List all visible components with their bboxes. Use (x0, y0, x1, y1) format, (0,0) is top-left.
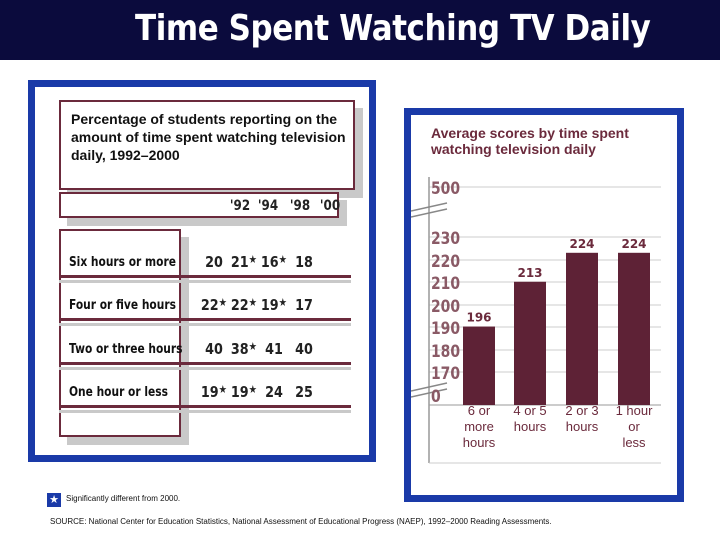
table-caption: Percentage of students reporting on the … (71, 111, 346, 163)
y-tick-label: 210 (431, 274, 460, 294)
row-divider (59, 275, 351, 278)
star-icon: ★ (47, 493, 61, 507)
x-tick-label: hours (463, 435, 496, 450)
cell-value: 19★ (230, 383, 258, 401)
cell-value: 19★ (200, 383, 228, 401)
axis-break-mark (411, 382, 448, 392)
year-header-box: '92 '94 '98 '00 (59, 192, 340, 218)
significance-star-icon: ★ (248, 383, 258, 396)
year-label: '00 (319, 198, 341, 214)
cell-value: 19★ (260, 296, 288, 314)
cell-value: 22★ (230, 296, 258, 314)
row-label: Six hours or more (69, 255, 176, 270)
year-label: '94 (257, 198, 279, 214)
cell-value: 25 (295, 383, 313, 401)
year-label: '92 (229, 198, 251, 214)
significance-star-icon: ★ (218, 296, 228, 309)
row-divider (59, 405, 351, 408)
cell-value: 17 (295, 296, 313, 314)
data-label: 196 (466, 311, 491, 325)
axis-break-mark (411, 208, 448, 218)
y-tick-label: 0 (431, 387, 441, 407)
cell-value: 22★ (200, 296, 228, 314)
year-label: '98 (289, 198, 311, 214)
x-tick-label: 2 or 3 (565, 403, 598, 418)
x-tick-label: more (464, 419, 494, 434)
cell-value: 41 (265, 340, 283, 358)
cell-value: 40 (205, 340, 223, 358)
cell-value: 21★ (230, 253, 258, 271)
axis-break-mark (411, 202, 448, 212)
cell-value: 18 (295, 253, 313, 271)
axis-break-mark (411, 388, 448, 398)
legend-text: Significantly different from 2000. (66, 494, 181, 503)
row-label-column (59, 229, 181, 437)
row-label: One hour or less (69, 385, 168, 400)
row-divider (59, 362, 351, 365)
x-tick-label: 1 hour (616, 403, 654, 418)
row-divider (59, 318, 351, 321)
table-panel: Percentage of students reporting on the … (28, 80, 376, 462)
data-label: 213 (517, 266, 542, 280)
bar (618, 252, 650, 405)
data-label: 224 (621, 237, 646, 251)
x-tick-label: less (622, 435, 646, 450)
x-tick-label: 6 or (468, 403, 491, 418)
significance-star-icon: ★ (248, 340, 258, 353)
x-tick-label: or (628, 419, 640, 434)
cell-value: 40 (295, 340, 313, 358)
page-title: Time Spent Watching TV Daily (135, 8, 651, 49)
bar (463, 326, 495, 405)
y-tick-label: 500 (431, 179, 460, 199)
cell-value: 16★ (260, 253, 288, 271)
significance-star-icon: ★ (278, 253, 288, 266)
significance-star-icon: ★ (248, 253, 258, 266)
bar (566, 252, 598, 405)
cell-value: 20 (205, 253, 223, 271)
bar (514, 281, 546, 405)
x-tick-label: hours (566, 419, 599, 434)
chart-title: Average scores by time spent watching te… (431, 125, 629, 157)
cell-value: 38★ (230, 340, 258, 358)
cell-value: 24 (265, 383, 283, 401)
source-text: SOURCE: National Center for Education St… (50, 517, 552, 526)
significance-star-icon: ★ (218, 383, 228, 396)
chart-panel-inner: Average scores by time spent watching te… (411, 115, 677, 495)
title-bar: Time Spent Watching TV Daily (0, 0, 720, 60)
row-label: Four or five hours (69, 298, 176, 313)
y-tick-label: 220 (431, 252, 460, 272)
y-tick-label: 200 (431, 297, 460, 317)
significance-star-icon: ★ (248, 296, 258, 309)
x-tick-label: 4 or 5 (513, 403, 546, 418)
data-label: 224 (569, 237, 594, 251)
y-tick-label: 170 (431, 364, 460, 384)
significance-star-icon: ★ (278, 296, 288, 309)
x-tick-label: hours (514, 419, 547, 434)
table-panel-inner: Percentage of students reporting on the … (35, 87, 369, 455)
chart-panel: Average scores by time spent watching te… (404, 108, 684, 502)
table-caption-box: Percentage of students reporting on the … (59, 100, 355, 190)
y-tick-label: 180 (431, 342, 460, 362)
row-label: Two or three hours (69, 342, 183, 357)
y-tick-label: 230 (431, 229, 460, 249)
y-tick-label: 190 (431, 319, 460, 339)
